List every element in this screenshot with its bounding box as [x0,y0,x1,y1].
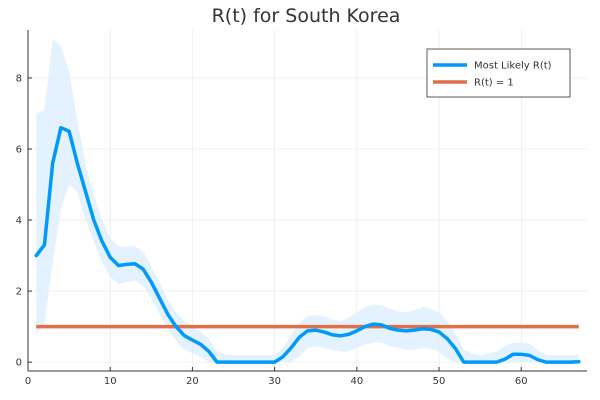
x-tick-label: 60 [515,376,528,387]
axis-layer: 0 10 20 30 40 50 60 0 2 4 6 8 [16,30,587,387]
legend-label: R(t) = 1 [474,78,514,89]
chart-title: R(t) for South Korea [212,5,401,27]
y-tick-label: 2 [16,287,22,298]
x-tick-label: 20 [186,376,199,387]
most-likely-line [34,125,581,364]
y-tick-label: 0 [16,358,22,369]
legend-box [426,48,571,98]
x-tick-label: 30 [268,376,281,387]
series-layer [34,125,581,364]
y-tick-label: 8 [16,73,22,84]
grid-layer [27,30,587,371]
x-tick-label: 50 [433,376,446,387]
x-tick-label: 0 [25,376,31,387]
x-tick-label: 40 [350,376,363,387]
x-tick-label: 10 [104,376,117,387]
y-tick-label: 6 [16,144,22,155]
legend: Most Likely R(t) R(t) = 1 [426,48,571,98]
y-tick-label: 4 [16,216,22,227]
legend-label: Most Likely R(t) [474,61,552,72]
